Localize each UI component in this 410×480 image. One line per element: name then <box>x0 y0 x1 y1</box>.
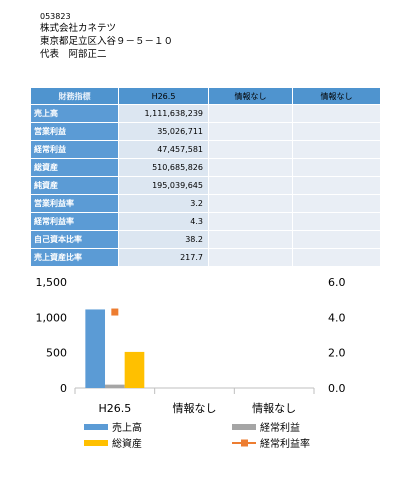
left-tick-label: 1,500 <box>36 276 68 289</box>
right-tick-label: 6.0 <box>328 276 346 289</box>
row-value-3 <box>292 158 381 177</box>
company-code: 053823 <box>40 12 71 21</box>
row-label: 経常利益 <box>30 140 119 159</box>
row-label: 営業利益率 <box>30 194 119 213</box>
chart-svg: 0 500 1,000 1,500 0.0 2.0 4.0 6.0 H26.5 情報なし 情報なし売… <box>36 276 346 450</box>
table-row: 売上資産比率 217.7 <box>30 248 381 267</box>
legend-swatch <box>84 440 108 446</box>
row-value-1: 38.2 <box>118 230 209 249</box>
header-period-3: 情報なし <box>292 87 381 105</box>
row-value-1: 4.3 <box>118 212 209 231</box>
row-value-3 <box>292 140 381 159</box>
left-tick-label: 500 <box>46 347 67 360</box>
legend-swatch-marker <box>241 439 248 447</box>
legend-label: 経常利益 <box>260 421 300 434</box>
table-row: 営業利益率 3.2 <box>30 194 381 213</box>
row-value-2 <box>208 176 293 195</box>
row-label: 純資産 <box>30 176 119 195</box>
legend-label: 総資産 <box>112 437 142 450</box>
row-value-3 <box>292 194 381 213</box>
row-value-1: 510,685,826 <box>118 158 209 177</box>
table-row: 売上高 1,111,638,239 <box>30 104 381 123</box>
row-value-2 <box>208 248 293 267</box>
header-metric: 財務指標 <box>30 87 119 105</box>
row-value-2 <box>208 122 293 141</box>
category-label: 情報なし <box>173 402 217 415</box>
bar-売上高 <box>85 309 106 388</box>
financial-table: 財務指標 H26.5 情報なし 情報なし 売上高 1,111,638,239 営業利… <box>30 87 381 267</box>
row-value-3 <box>292 104 381 123</box>
company-address: 東京都足立区入谷９－５－１０ <box>40 36 174 47</box>
row-value-1: 35,026,711 <box>118 122 209 141</box>
financial-chart: 0 500 1,000 1,500 0.0 2.0 4.0 6.0 H26.5 情報なし 情報なし売… <box>0 270 410 479</box>
header-period-1: H26.5 <box>118 87 209 105</box>
table-row: 営業利益 35,026,711 <box>30 122 381 141</box>
category-label: 情報なし <box>252 402 296 415</box>
row-value-2 <box>208 158 293 177</box>
row-value-3 <box>292 176 381 195</box>
row-value-3 <box>292 122 381 141</box>
row-label: 営業利益 <box>30 122 119 141</box>
row-value-1: 47,457,581 <box>118 140 209 159</box>
bar-経常利益 <box>105 384 125 388</box>
legend-swatch <box>232 424 256 430</box>
company-name: 株式会社カネテツ <box>40 23 117 34</box>
row-label: 経常利益率 <box>30 212 119 231</box>
row-value-1: 217.7 <box>118 248 209 267</box>
right-tick-label: 0.0 <box>328 382 346 395</box>
table-row: 純資産 195,039,645 <box>30 176 381 195</box>
row-value-2 <box>208 104 293 123</box>
left-tick-label: 0 <box>60 382 67 395</box>
row-value-2 <box>208 194 293 213</box>
left-tick-label: 1,000 <box>36 311 68 324</box>
legend-label: 売上高 <box>112 421 142 434</box>
table-row: 経常利益 47,457,581 <box>30 140 381 159</box>
row-value-2 <box>208 140 293 159</box>
row-value-1: 3.2 <box>118 194 209 213</box>
row-label: 総資産 <box>30 158 119 177</box>
line-marker-経常利益率 <box>111 308 119 316</box>
company-representative: 代表 阿部正二 <box>40 49 107 60</box>
row-value-3 <box>292 230 381 249</box>
legend-label: 経常利益率 <box>260 437 310 450</box>
table-row: 自己資本比率 38.2 <box>30 230 381 249</box>
row-value-1: 1,111,638,239 <box>118 104 209 123</box>
category-label: H26.5 <box>98 402 131 415</box>
row-value-2 <box>208 212 293 231</box>
right-tick-label: 2.0 <box>328 347 346 360</box>
bar-総資産 <box>124 351 145 388</box>
table-row: 総資産 510,685,826 <box>30 158 381 177</box>
right-tick-label: 4.0 <box>328 311 346 324</box>
row-value-3 <box>292 212 381 231</box>
row-value-1: 195,039,645 <box>118 176 209 195</box>
row-value-3 <box>292 248 381 267</box>
row-label: 売上資産比率 <box>30 248 119 267</box>
row-value-2 <box>208 230 293 249</box>
header-period-2: 情報なし <box>208 87 293 105</box>
row-label: 売上高 <box>30 104 119 123</box>
company-header: 053823 株式会社カネテツ 東京都足立区入谷９－５－１０ 代表 阿部正二 <box>40 11 173 61</box>
table-row: 経常利益率 4.3 <box>30 212 381 231</box>
row-label: 自己資本比率 <box>30 230 119 249</box>
legend-swatch <box>84 424 108 430</box>
table-header-row: 財務指標 H26.5 情報なし 情報なし <box>30 87 381 105</box>
